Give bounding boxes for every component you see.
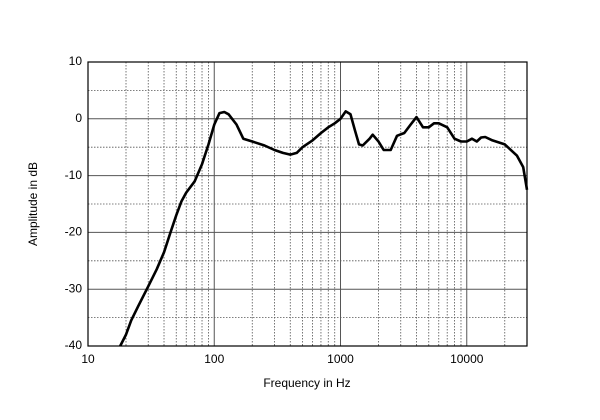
x-tick-label: 100 <box>204 352 224 366</box>
x-tick-label: 1000 <box>327 352 354 366</box>
x-tick-label: 10000 <box>450 352 484 366</box>
x-tick-label: 10 <box>81 352 95 366</box>
y-tick-label: 10 <box>69 54 83 68</box>
y-tick-label: -30 <box>65 281 83 295</box>
response-line <box>119 110 529 347</box>
y-tick-label: -40 <box>65 338 83 352</box>
y-tick-label: -10 <box>65 168 83 182</box>
plot-frame <box>87 61 528 347</box>
y-axis-label: Amplitude in dB <box>26 162 40 246</box>
y-tick-label: 0 <box>75 111 82 125</box>
x-axis-label: Frequency in Hz <box>263 376 350 390</box>
y-tick-label: -20 <box>65 225 83 239</box>
